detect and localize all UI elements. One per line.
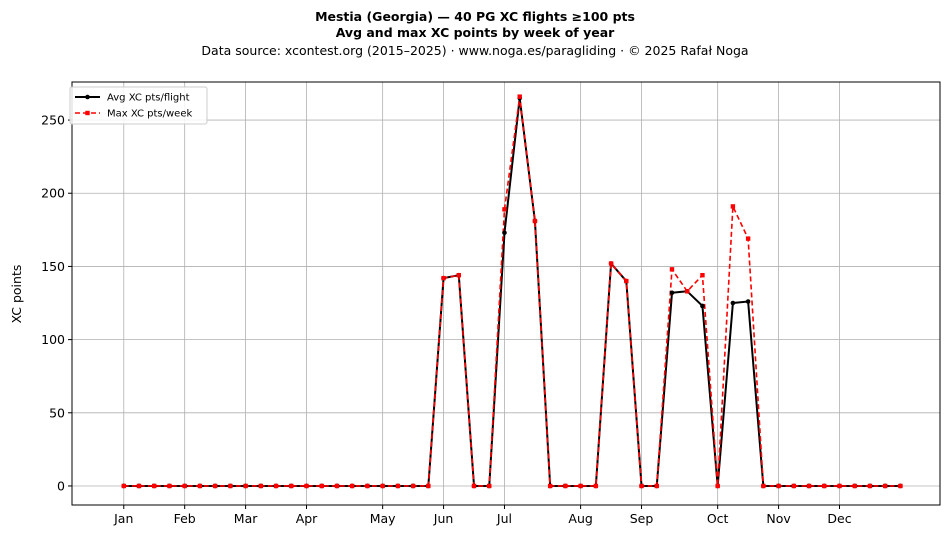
data-point (167, 483, 172, 489)
x-tick-label: Apr (296, 511, 318, 526)
data-point (228, 483, 233, 489)
data-point (669, 267, 675, 272)
chart-title-line-1: Mestia (Georgia) — 40 PG XC flights ≥100… (315, 9, 635, 24)
y-tick-label: 0 (57, 478, 65, 493)
data-point (806, 483, 812, 489)
data-point (532, 218, 538, 224)
data-point (456, 273, 461, 278)
data-point (685, 289, 690, 294)
data-point (426, 483, 431, 489)
y-tick-label: 250 (41, 113, 65, 128)
data-point (319, 483, 324, 489)
data-point (578, 483, 583, 489)
data-point (182, 483, 187, 489)
legend-avg-label: Avg XC pts/flight (107, 93, 190, 104)
data-point (700, 303, 705, 309)
data-point (502, 230, 507, 236)
y-axis: 0 50 100 150 200 250 (41, 113, 72, 493)
data-point (441, 275, 446, 281)
x-tick-label: Nov (766, 511, 791, 526)
data-point (745, 299, 751, 304)
data-point (761, 483, 766, 489)
y-tick-label: 100 (41, 332, 65, 347)
chart-subtitle: Data source: xcontest.org (2015–2025) · … (201, 43, 748, 58)
plot-area-frame (71, 81, 941, 506)
x-tick-label: Oct (707, 511, 729, 526)
x-tick-label: May (370, 511, 396, 526)
data-point (334, 483, 340, 489)
data-point (593, 483, 599, 489)
data-point (121, 483, 126, 489)
data-point (639, 483, 644, 489)
legend-box (69, 86, 208, 125)
data-point (547, 483, 553, 489)
x-tick-label: Jan (113, 511, 133, 526)
data-point (410, 483, 416, 489)
data-point (258, 483, 264, 489)
y-tick-label: 200 (41, 186, 65, 201)
x-tick-label: Feb (174, 511, 196, 526)
data-point (624, 278, 629, 284)
series-line-1 (123, 95, 901, 487)
x-axis: Jan Feb Mar Apr May Jun Jul Aug Sep Oct Nov Dec (113, 505, 852, 526)
series-line-0 (123, 97, 901, 487)
data-point (898, 483, 903, 489)
data-point (715, 483, 720, 489)
data-point (776, 483, 781, 489)
legend-max-label: Max XC pts/week (107, 109, 192, 120)
data-point (791, 483, 797, 489)
data-point (608, 261, 614, 266)
data-point (700, 273, 705, 278)
data-point (212, 483, 218, 489)
data-point (136, 483, 142, 489)
data-point (243, 483, 248, 489)
legend: Avg XC pts/flight Max XC pts/week (69, 86, 208, 125)
data-point (395, 483, 401, 489)
series-layer (121, 94, 903, 489)
y-tick-label: 150 (41, 259, 65, 274)
data-point (304, 483, 309, 489)
data-point (365, 483, 370, 489)
data-point (867, 483, 873, 489)
data-point (273, 483, 279, 489)
data-point (837, 483, 842, 489)
x-tick-label: Dec (827, 511, 851, 526)
data-point (517, 94, 522, 99)
data-point (487, 483, 492, 489)
data-point (882, 483, 888, 489)
data-point (669, 290, 675, 296)
data-point (197, 483, 203, 489)
legend-avg-marker (85, 94, 90, 100)
y-axis-label: XC points (9, 265, 24, 324)
data-point (563, 483, 568, 489)
data-point (654, 483, 659, 489)
data-point (730, 204, 736, 209)
data-point (289, 483, 294, 489)
x-tick-label: Aug (568, 511, 592, 526)
grid (72, 82, 940, 505)
x-tick-label: Mar (234, 511, 258, 526)
y-tick-label: 50 (49, 405, 65, 420)
chart-title-line-2: Avg and max XC points by week of year (336, 25, 615, 40)
x-tick-label: Jun (433, 511, 454, 526)
x-tick-label: Jul (496, 511, 512, 526)
data-point (822, 483, 827, 489)
data-point (730, 300, 736, 306)
data-point (380, 483, 385, 489)
data-point (152, 483, 157, 489)
x-tick-label: Sep (630, 511, 654, 526)
data-point (502, 207, 507, 212)
data-point (745, 236, 751, 241)
legend-max-marker (85, 110, 90, 116)
data-point (852, 483, 857, 489)
data-point (349, 483, 355, 489)
data-point (471, 483, 477, 489)
